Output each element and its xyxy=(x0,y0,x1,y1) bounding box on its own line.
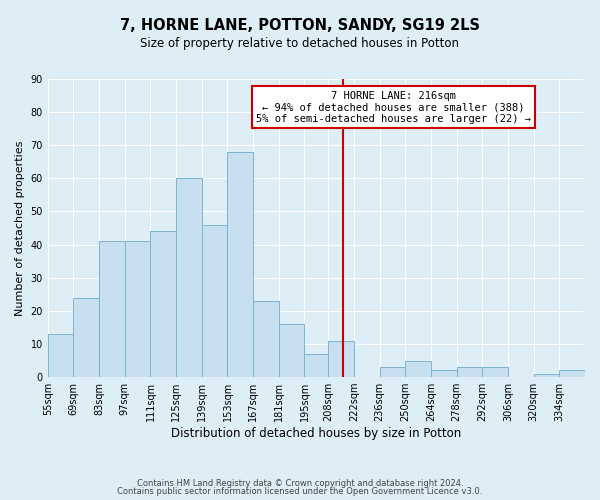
Bar xyxy=(202,224,227,377)
Text: 7 HORNE LANE: 216sqm
← 94% of detached houses are smaller (388)
5% of semi-detac: 7 HORNE LANE: 216sqm ← 94% of detached h… xyxy=(256,90,531,124)
Text: Contains HM Land Registry data © Crown copyright and database right 2024.: Contains HM Land Registry data © Crown c… xyxy=(137,478,463,488)
Bar xyxy=(304,354,328,377)
Bar xyxy=(457,367,482,377)
X-axis label: Distribution of detached houses by size in Potton: Distribution of detached houses by size … xyxy=(171,427,461,440)
Bar xyxy=(176,178,202,377)
Bar xyxy=(99,242,125,377)
Bar xyxy=(253,301,279,377)
Bar xyxy=(380,367,406,377)
Bar xyxy=(406,360,431,377)
Bar xyxy=(125,242,151,377)
Text: Contains public sector information licensed under the Open Government Licence v3: Contains public sector information licen… xyxy=(118,487,482,496)
Bar xyxy=(559,370,585,377)
Y-axis label: Number of detached properties: Number of detached properties xyxy=(15,140,25,316)
Bar xyxy=(227,152,253,377)
Bar xyxy=(328,340,354,377)
Bar xyxy=(279,324,304,377)
Bar xyxy=(431,370,457,377)
Bar xyxy=(533,374,559,377)
Text: 7, HORNE LANE, POTTON, SANDY, SG19 2LS: 7, HORNE LANE, POTTON, SANDY, SG19 2LS xyxy=(120,18,480,32)
Bar xyxy=(482,367,508,377)
Bar xyxy=(73,298,99,377)
Bar xyxy=(48,334,73,377)
Bar xyxy=(151,232,176,377)
Text: Size of property relative to detached houses in Potton: Size of property relative to detached ho… xyxy=(140,38,460,51)
